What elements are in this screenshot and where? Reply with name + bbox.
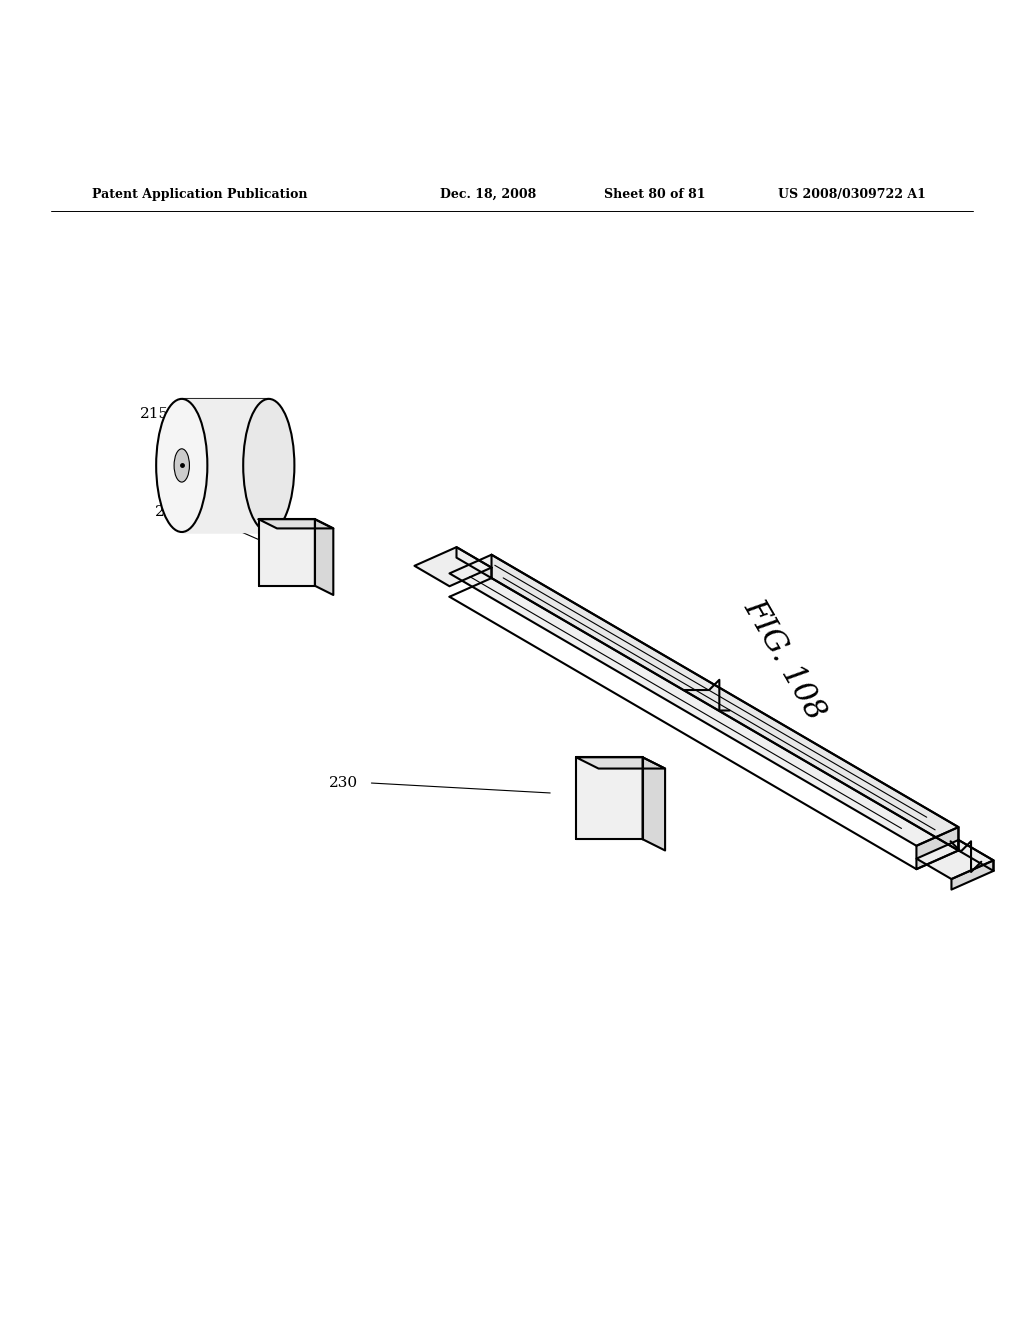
Polygon shape (916, 840, 993, 879)
Polygon shape (951, 861, 993, 890)
Polygon shape (492, 554, 958, 850)
Text: 216: 216 (155, 504, 184, 519)
Polygon shape (958, 840, 993, 871)
Polygon shape (643, 758, 666, 850)
Ellipse shape (156, 399, 207, 532)
Ellipse shape (244, 399, 295, 532)
Polygon shape (450, 554, 958, 846)
Polygon shape (258, 519, 334, 528)
Polygon shape (916, 828, 958, 869)
Polygon shape (315, 519, 334, 595)
Polygon shape (457, 548, 492, 578)
Polygon shape (575, 758, 666, 768)
Text: 215: 215 (140, 408, 169, 421)
Text: FIG. 108: FIG. 108 (737, 594, 831, 726)
Text: Sheet 80 of 81: Sheet 80 of 81 (604, 187, 706, 201)
Polygon shape (575, 758, 643, 840)
Text: Dec. 18, 2008: Dec. 18, 2008 (440, 187, 537, 201)
Polygon shape (182, 399, 268, 532)
Polygon shape (415, 548, 492, 586)
Polygon shape (258, 519, 315, 586)
Text: US 2008/0309722 A1: US 2008/0309722 A1 (778, 187, 926, 201)
Text: Patent Application Publication: Patent Application Publication (92, 187, 307, 201)
Ellipse shape (174, 449, 189, 482)
Text: 230: 230 (330, 776, 358, 789)
